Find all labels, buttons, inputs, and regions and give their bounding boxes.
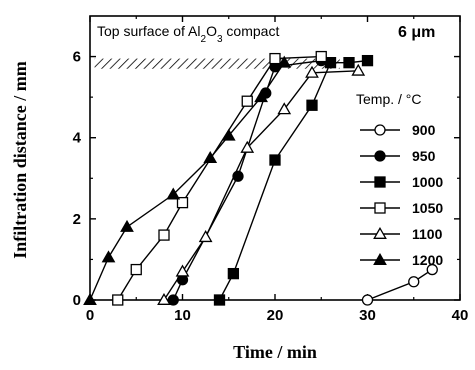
data-point-1050 [269, 52, 281, 65]
series-1200 [83, 55, 292, 305]
data-point-900 [408, 276, 420, 288]
legend-marker [373, 226, 387, 239]
data-point-950 [167, 294, 179, 306]
particle-size-label: 6 μm [398, 24, 435, 41]
data-point-1000 [343, 57, 355, 69]
data-point-1050 [241, 95, 253, 107]
y-tick-label: 4 [73, 130, 82, 147]
series-line-1050 [117, 55, 322, 301]
legend: Temp. / °C 900 950 1000 1050 1100 1200 [356, 91, 443, 268]
legend-label: 1000 [412, 174, 443, 190]
data-point-1100 [351, 63, 366, 76]
plot-series [83, 50, 438, 306]
data-point-1000 [213, 294, 226, 306]
hatched-band [94, 58, 340, 69]
x-axis-title: Time / min [233, 342, 317, 362]
legend-marker [374, 150, 386, 162]
data-point-1050 [315, 50, 327, 63]
series-1050 [112, 50, 327, 306]
series-1000 [213, 54, 374, 306]
data-point-1200 [254, 90, 268, 103]
data-point-1200 [277, 55, 292, 68]
data-point-1200 [166, 187, 181, 200]
data-point-1100 [305, 65, 319, 78]
legend-label: 950 [412, 148, 436, 164]
legend-marker [374, 176, 386, 188]
y-tick-label: 2 [73, 211, 81, 228]
data-point-1050 [176, 196, 189, 209]
legend-label: 1200 [412, 252, 443, 268]
data-point-1200 [83, 292, 97, 305]
data-point-1200 [101, 250, 116, 263]
data-point-1000 [324, 57, 337, 69]
data-point-1200 [120, 219, 134, 232]
data-point-1050 [130, 263, 142, 276]
series-line-1200 [89, 62, 285, 301]
tick-labels: 0 10 20 30 40 0 2 4 6 [73, 49, 469, 324]
legend-label: 1050 [412, 200, 443, 216]
legend-item-950: 950 [360, 148, 436, 164]
x-tick-label: 30 [359, 307, 376, 324]
data-point-1200 [221, 128, 236, 141]
legend-marker [373, 252, 387, 265]
legend-label: 1100 [412, 226, 443, 242]
data-point-1000 [269, 154, 281, 166]
legend-item-1100: 1100 [360, 226, 443, 242]
series-1100 [157, 63, 366, 305]
x-tick-label: 10 [174, 307, 191, 324]
data-point-1200 [203, 150, 218, 163]
legend-marker [374, 202, 386, 214]
top-surface-annotation: Top surface of Al2O3 compact [97, 23, 279, 45]
data-point-900 [361, 294, 374, 306]
y-tick-label: 6 [73, 49, 81, 66]
data-point-1100 [157, 292, 171, 305]
series-line-900 [367, 268, 433, 301]
x-tick-label: 40 [452, 307, 469, 324]
legend-title: Temp. / °C [356, 91, 422, 107]
data-point-1100 [198, 230, 213, 243]
data-point-900 [426, 263, 438, 276]
y-tick-label: 0 [73, 292, 81, 309]
legend-item-1050: 1050 [360, 200, 443, 216]
data-point-1000 [306, 99, 318, 111]
legend-item-1000: 1000 [360, 174, 443, 190]
x-tick-label: 0 [86, 307, 94, 324]
data-point-1100 [277, 102, 292, 115]
legend-item-1200: 1200 [360, 252, 443, 268]
data-point-1000 [227, 267, 240, 280]
y-axis-title: Infiltration distance / mm [10, 61, 30, 259]
data-point-1100 [175, 264, 190, 277]
legend-item-900: 900 [360, 122, 436, 138]
data-point-1050 [112, 294, 124, 306]
legend-marker [374, 124, 386, 136]
data-point-1050 [158, 229, 170, 241]
axes-frame [89, 15, 461, 301]
top-surface-band [94, 58, 340, 69]
data-point-1000 [361, 54, 374, 67]
legend-label: 900 [412, 122, 436, 138]
x-tick-label: 20 [267, 307, 284, 324]
data-point-1100 [240, 140, 255, 153]
series-900 [361, 263, 438, 306]
